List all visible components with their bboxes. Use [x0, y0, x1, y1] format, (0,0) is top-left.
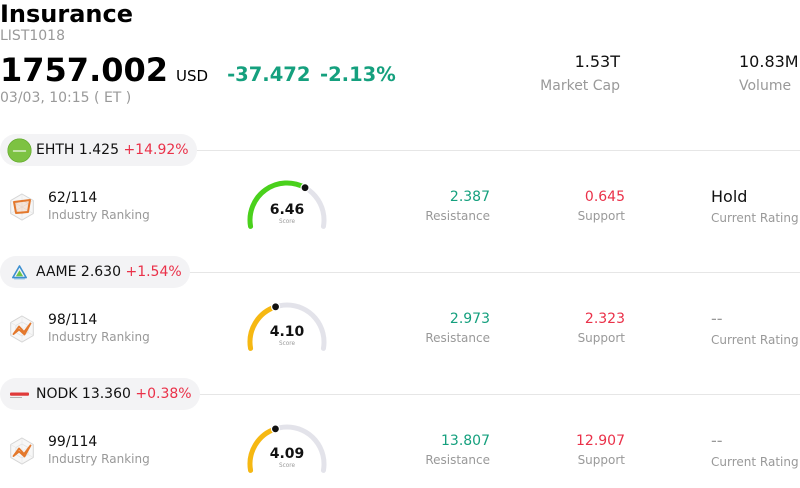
stock-header-row: AAME 2.630 +1.54%: [0, 256, 800, 288]
gauge-fill: [247, 426, 278, 473]
gauge-dot: [300, 183, 310, 193]
volume-value: 10.83M: [739, 52, 799, 71]
support-label: Support: [577, 453, 625, 467]
page-title: Insurance: [0, 0, 134, 28]
resistance: 2.973 Resistance: [425, 311, 490, 345]
gauge-fill: [247, 180, 308, 229]
radar-chart-icon: [10, 193, 34, 221]
support: 2.323 Support: [578, 311, 625, 345]
industry-ranking-label: Industry Ranking: [48, 208, 150, 222]
support-value: 0.645: [584, 189, 625, 205]
stock-card: NODK 13.360 +0.38% 99/114 Industry Ranki…: [0, 378, 800, 478]
stock-quote: AAME 2.630 +1.54%: [36, 264, 182, 280]
support-label: Support: [577, 209, 625, 223]
support: 12.907 Support: [576, 433, 625, 467]
stock-price: 2.630: [80, 264, 122, 280]
rating-label: Current Rating: [711, 211, 799, 225]
score-gauge: 6.46 Score: [247, 180, 327, 229]
stock-price: 1.425: [78, 142, 119, 158]
ehealth-logo-icon: [7, 138, 32, 162]
support-label: Support: [577, 331, 625, 345]
industry-ranking-value: 98/114: [48, 312, 98, 328]
ticker: AAME: [36, 264, 77, 280]
stock-price: 13.360: [81, 386, 131, 402]
current-rating: -- Current Rating: [711, 431, 799, 470]
resistance-value: 2.387: [449, 189, 490, 205]
stock-card: EHTH 1.425 +14.92% 62/114 Industry Ranki…: [0, 134, 800, 234]
rating-value: Hold: [711, 187, 748, 206]
rating-label: Current Rating: [711, 455, 799, 469]
divider: [199, 393, 800, 395]
index-change-pct: -2.13%: [320, 63, 396, 86]
atlantic-american-logo-icon: [12, 264, 27, 279]
rating-value: --: [711, 309, 723, 328]
support-value: 2.323: [584, 311, 625, 327]
ni-holdings-logo-icon: [10, 392, 29, 398]
stock-pill[interactable]: NODK 13.360 +0.38%: [0, 378, 200, 410]
ticker: NODK: [36, 386, 78, 402]
stock-card: AAME 2.630 +1.54% 98/114 Industry Rankin…: [0, 256, 800, 356]
resistance-value: 13.807: [441, 433, 490, 449]
score-label: Score: [279, 341, 295, 347]
score-gauge: 4.10 Score: [247, 302, 327, 351]
resistance: 13.807 Resistance: [425, 433, 490, 467]
stock-quote: EHTH 1.425 +14.92%: [36, 142, 189, 158]
stock-header-row: EHTH 1.425 +14.92%: [0, 134, 800, 166]
market-cap-stat: 1.53T Market Cap: [540, 52, 620, 95]
quote-timestamp: 03/03, 10:15 ( ET ): [0, 90, 132, 106]
stock-pill[interactable]: EHTH 1.425 +14.92%: [0, 134, 197, 166]
market-cap-value: 1.53T: [574, 52, 620, 71]
divider: [196, 149, 800, 151]
industry-ranking-value: 62/114: [48, 190, 98, 206]
stock-quote: NODK 13.360 +0.38%: [36, 386, 192, 402]
gauge-fill: [247, 304, 279, 351]
radar-chart-icon: [10, 315, 34, 343]
rating-value: --: [711, 431, 723, 450]
score-value: 6.46: [270, 202, 305, 218]
score-value: 4.10: [270, 324, 305, 340]
current-rating: -- Current Rating: [711, 309, 799, 348]
index-quote: 1757.002 USD -37.472 -2.13%: [0, 51, 396, 89]
index-change: -37.472: [227, 63, 311, 86]
index-price: 1757.002: [0, 51, 169, 89]
stock-change-pct: +14.92%: [123, 142, 189, 158]
stock-header-row: NODK 13.360 +0.38%: [0, 378, 800, 410]
market-cap-label: Market Cap: [540, 78, 620, 94]
volume-label: Volume: [739, 78, 792, 94]
stock-change-pct: +0.38%: [135, 386, 192, 402]
resistance-label: Resistance: [425, 453, 490, 467]
radar-chart-icon: [10, 437, 34, 465]
index-code: LIST1018: [0, 28, 65, 44]
support-value: 12.907: [576, 433, 625, 449]
stock-metrics-row[interactable]: 98/114 Industry Ranking 4.10 Score 2.973…: [0, 296, 800, 356]
stock-metrics-row[interactable]: 62/114 Industry Ranking 6.46 Score 2.387…: [0, 174, 800, 234]
industry-ranking-label: Industry Ranking: [48, 452, 150, 466]
resistance-label: Resistance: [425, 209, 490, 223]
score-value: 4.09: [270, 446, 305, 462]
score-label: Score: [279, 219, 295, 225]
stock-metrics-row[interactable]: 99/114 Industry Ranking 4.09 Score 13.80…: [0, 418, 800, 478]
resistance-value: 2.973: [449, 311, 490, 327]
gauge-dot: [270, 302, 281, 312]
ticker: EHTH: [36, 142, 75, 158]
current-rating: Hold Current Rating: [711, 187, 799, 226]
stock-pill[interactable]: AAME 2.630 +1.54%: [0, 256, 190, 288]
gauge-dot: [270, 424, 281, 434]
stock-change-pct: +1.54%: [125, 264, 182, 280]
divider: [189, 271, 800, 273]
resistance: 2.387 Resistance: [425, 189, 490, 223]
currency: USD: [176, 67, 209, 85]
rating-label: Current Rating: [711, 333, 799, 347]
industry-ranking-label: Industry Ranking: [48, 330, 150, 344]
score-label: Score: [279, 463, 295, 469]
volume-stat: 10.83M Volume: [739, 52, 799, 95]
resistance-label: Resistance: [425, 331, 490, 345]
support: 0.645 Support: [578, 189, 625, 223]
industry-ranking-value: 99/114: [48, 434, 98, 450]
score-gauge: 4.09 Score: [247, 424, 327, 473]
